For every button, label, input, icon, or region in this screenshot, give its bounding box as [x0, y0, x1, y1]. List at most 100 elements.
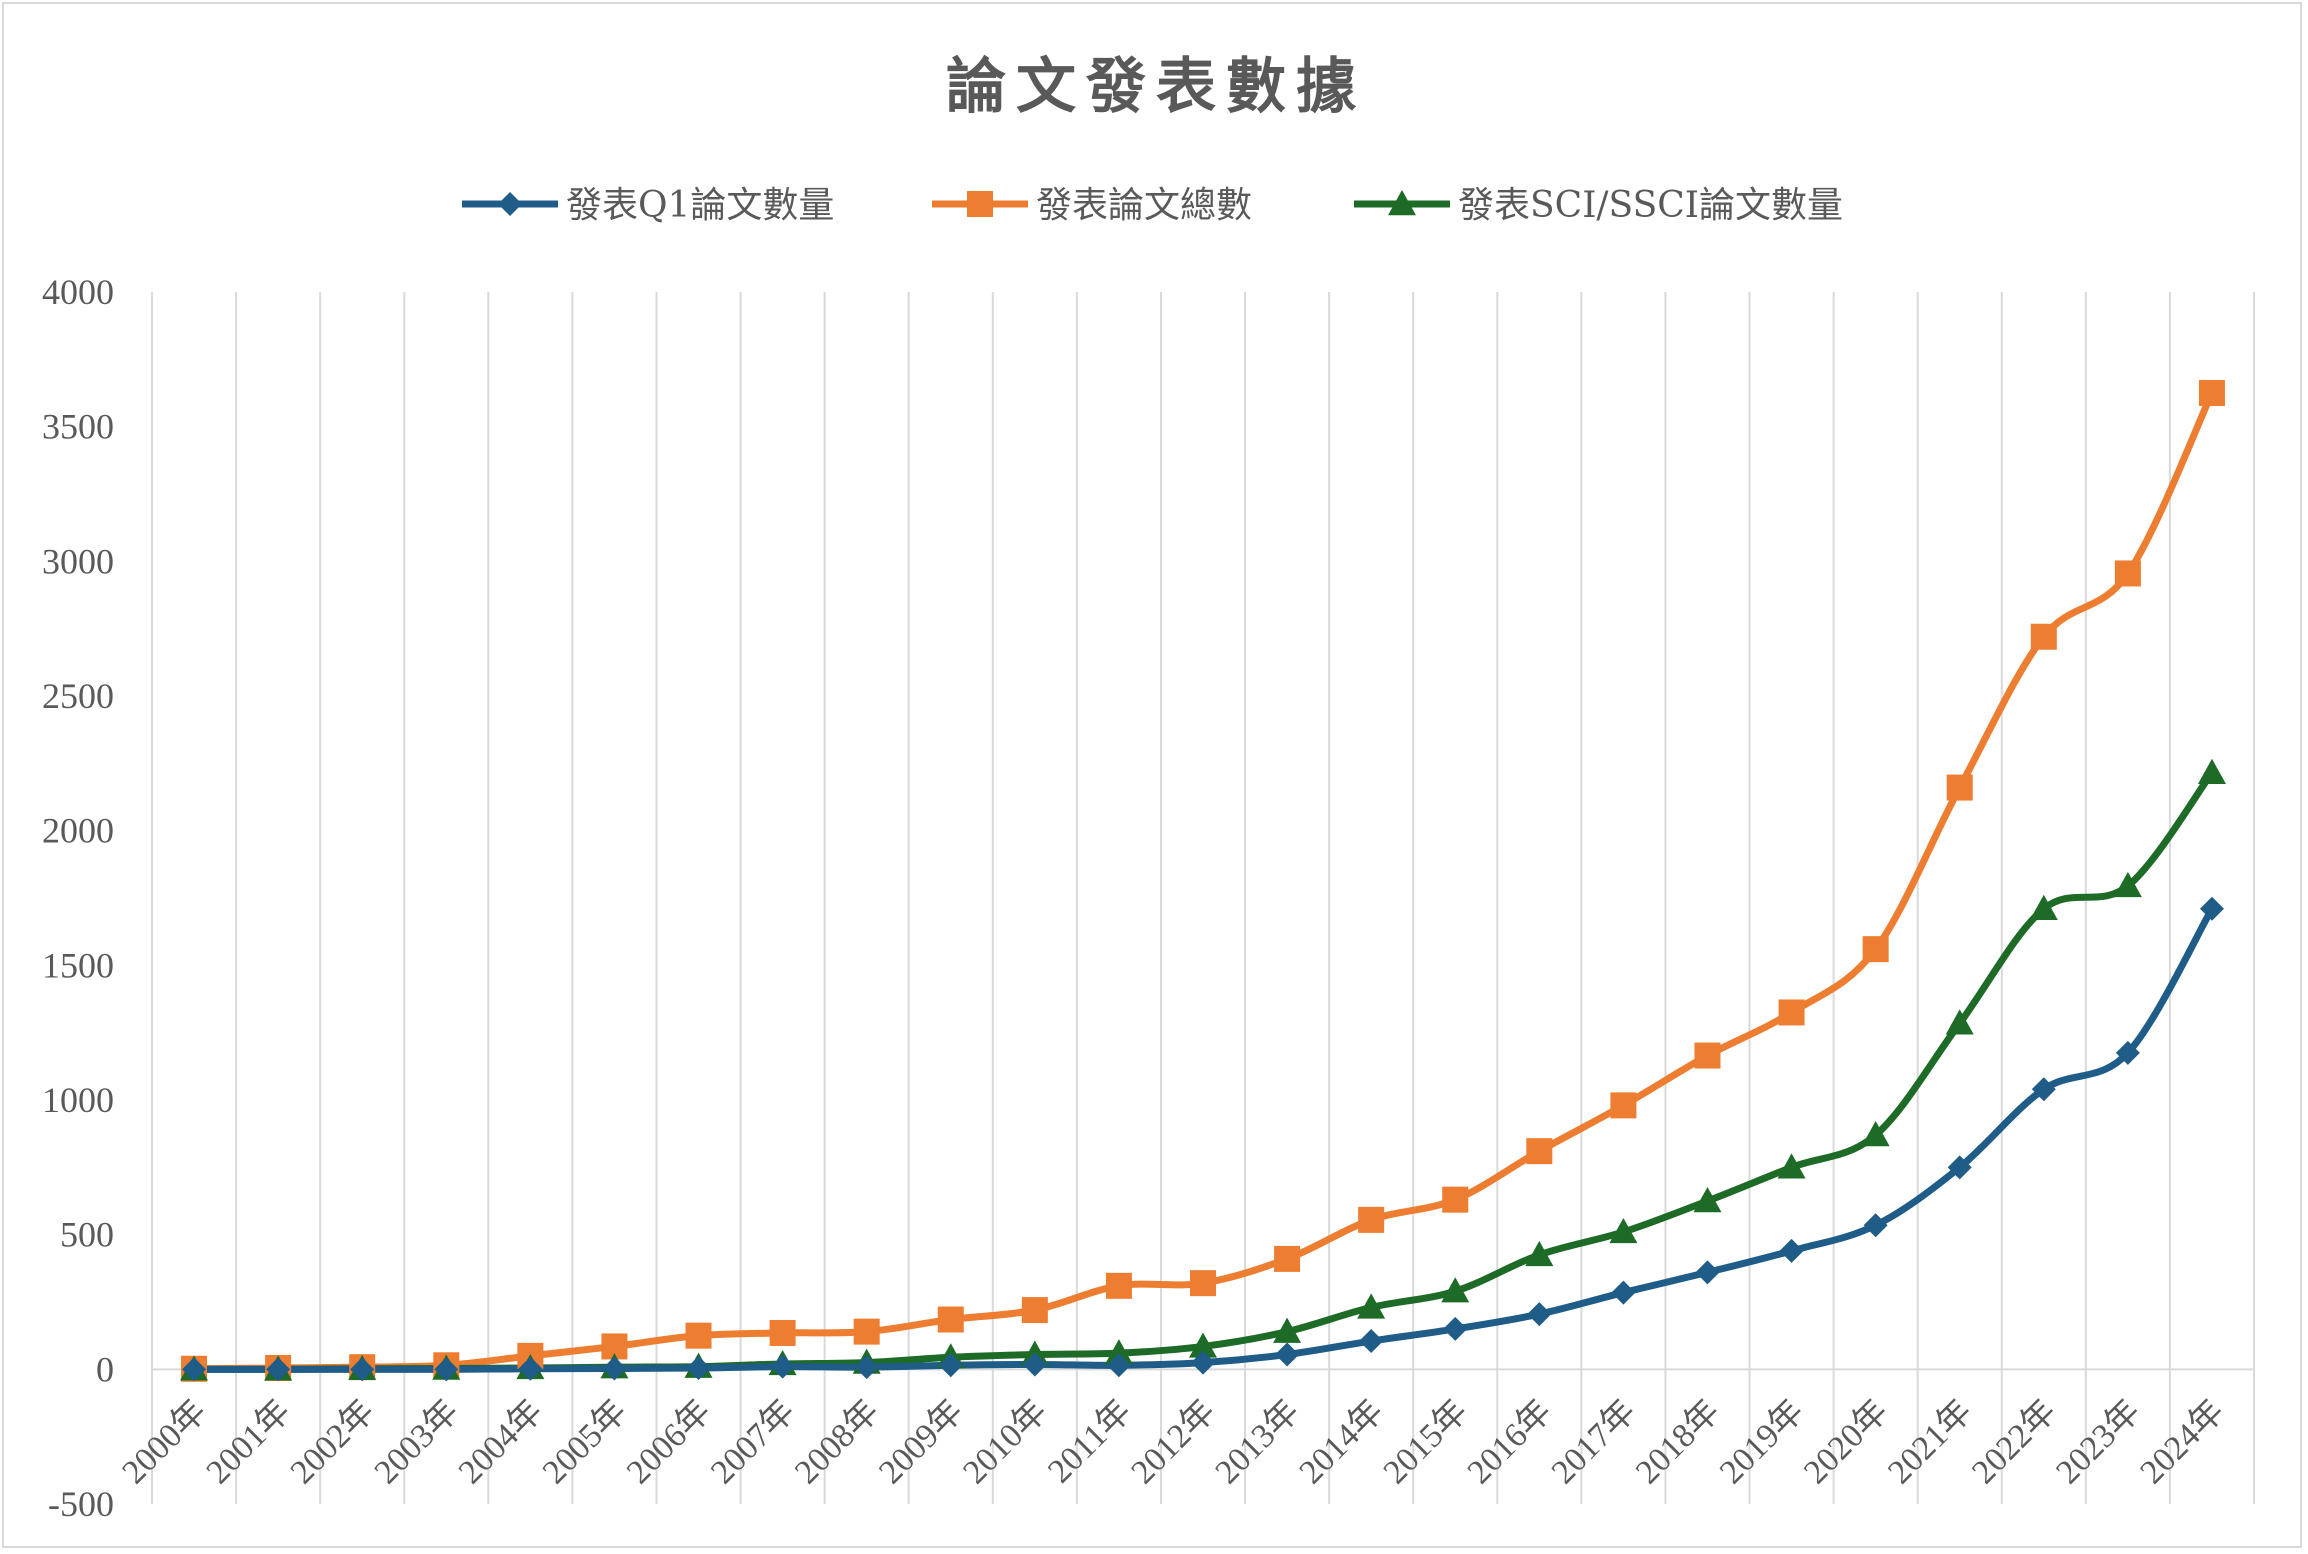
data-point: [686, 1355, 711, 1380]
x-tick-label: 2012年: [1124, 1392, 1223, 1491]
data-point: [1191, 1350, 1215, 1375]
series-line: [190, 905, 2216, 1373]
data-point: [1443, 1316, 1468, 1341]
x-tick-label: 2018年: [1628, 1392, 1727, 1491]
y-tick-label: 3000: [42, 541, 114, 581]
data-point: [1357, 1293, 1386, 1319]
x-axis: 2000年2001年2002年2003年2004年2005年2006年2007年…: [115, 1392, 2232, 1491]
x-tick-label: 2017年: [1544, 1392, 1643, 1491]
y-tick-label: 2000: [42, 811, 114, 851]
y-tick-label: 1000: [42, 1080, 114, 1120]
data-point: [1945, 1009, 1974, 1035]
data-point: [2031, 1077, 2056, 1102]
data-point: [1777, 1153, 1806, 1179]
y-tick-label: -500: [48, 1484, 114, 1524]
chart-gridlines: [151, 292, 2255, 1504]
y-tick-label: 1500: [42, 945, 114, 985]
y-axis: -500 0 500 1000 1500 2000 2500 3000 3500 4000: [42, 272, 114, 1524]
data-point: [2113, 871, 2142, 898]
data-point: [1946, 774, 1973, 801]
x-tick-label: 2001年: [199, 1392, 298, 1491]
data-point: [2198, 380, 2225, 406]
x-tick-label: 2016年: [1460, 1392, 1559, 1491]
x-tick-label: 2021年: [1880, 1392, 1979, 1491]
data-point: [1861, 1121, 1890, 1147]
x-tick-label: 2024年: [2133, 1392, 2232, 1491]
data-point: [685, 1322, 712, 1349]
data-point: [1526, 1138, 1553, 1165]
data-point: [1947, 1155, 1972, 1180]
data-point: [1442, 1186, 1469, 1213]
data-point: [1105, 1272, 1132, 1299]
data-point: [1693, 1187, 1722, 1213]
data-point: [266, 1357, 291, 1382]
data-point: [1694, 1042, 1721, 1069]
data-point: [1862, 936, 1889, 963]
x-tick-label: 2005年: [535, 1392, 634, 1491]
data-point: [1610, 1092, 1637, 1119]
y-tick-label: 3500: [42, 407, 114, 447]
data-point: [1275, 1342, 1300, 1367]
y-tick-label: 0: [96, 1349, 114, 1389]
x-tick-label: 2003年: [367, 1392, 466, 1491]
data-point: [1106, 1353, 1131, 1378]
data-point: [938, 1353, 963, 1378]
y-tick-label: 4000: [42, 272, 114, 312]
data-point: [1022, 1352, 1047, 1377]
x-tick-label: 2015年: [1376, 1392, 1475, 1491]
data-point: [2115, 1040, 2140, 1065]
data-point: [1525, 1240, 1554, 1267]
data-point: [350, 1357, 375, 1382]
x-tick-label: 2014年: [1292, 1392, 1391, 1491]
data-point: [1527, 1302, 1552, 1327]
data-point: [1021, 1297, 1048, 1324]
x-tick-label: 2020年: [1796, 1392, 1895, 1491]
data-point: [1189, 1332, 1217, 1358]
x-tick-label: 2002年: [283, 1392, 382, 1491]
data-point: [1441, 1277, 1470, 1303]
data-point: [853, 1318, 880, 1345]
data-point: [1609, 1217, 1638, 1244]
data-point: [937, 1306, 964, 1333]
data-point: [1104, 1339, 1133, 1365]
data-point: [1695, 1260, 1720, 1285]
data-point: [2030, 623, 2057, 650]
data-point: [1274, 1245, 1301, 1272]
x-tick-label: 2010年: [956, 1392, 1055, 1491]
legend-marker: [1388, 190, 1416, 216]
series-line: [190, 389, 2216, 1373]
data-point: [2114, 560, 2141, 587]
x-tick-label: 2009年: [871, 1392, 970, 1491]
x-tick-label: 2004年: [451, 1392, 550, 1491]
data-point: [2029, 894, 2058, 920]
data-point: [770, 1354, 795, 1379]
data-point: [854, 1355, 879, 1380]
data-point: [1779, 1238, 1804, 1263]
legend-label: 發表SCI/SSCI論文數量: [1458, 185, 1843, 226]
data-point: [1190, 1270, 1216, 1297]
data-point: [602, 1356, 627, 1381]
x-tick-label: 2023年: [2049, 1392, 2148, 1491]
chart-canvas: 論文發表數據 發表Q1論文數量 發表論文總數 發表SCI/SSCI論文數量 -500…: [42, 52, 2255, 1524]
x-tick-label: 2007年: [703, 1392, 802, 1491]
data-point: [434, 1357, 459, 1382]
y-tick-label: 2500: [42, 676, 114, 716]
data-point: [2197, 758, 2226, 784]
data-point: [769, 1319, 796, 1346]
series-markers: [180, 380, 2226, 1382]
legend-marker: [967, 191, 993, 217]
data-point: [1273, 1317, 1302, 1343]
x-tick-label: 2011年: [1040, 1392, 1138, 1490]
x-tick-label: 2000年: [115, 1392, 214, 1491]
chart-title: 論文發表數據: [946, 52, 1366, 122]
data-point: [1359, 1329, 1384, 1354]
data-point: [1358, 1206, 1385, 1233]
legend-label: 發表論文總數: [1036, 185, 1252, 226]
x-tick-label: 2022年: [1964, 1392, 2063, 1491]
series-lines: [190, 389, 2216, 1373]
data-point: [518, 1356, 543, 1381]
x-tick-label: 2006年: [619, 1392, 718, 1491]
x-tick-label: 2013年: [1208, 1392, 1307, 1491]
data-point: [1863, 1213, 1888, 1238]
